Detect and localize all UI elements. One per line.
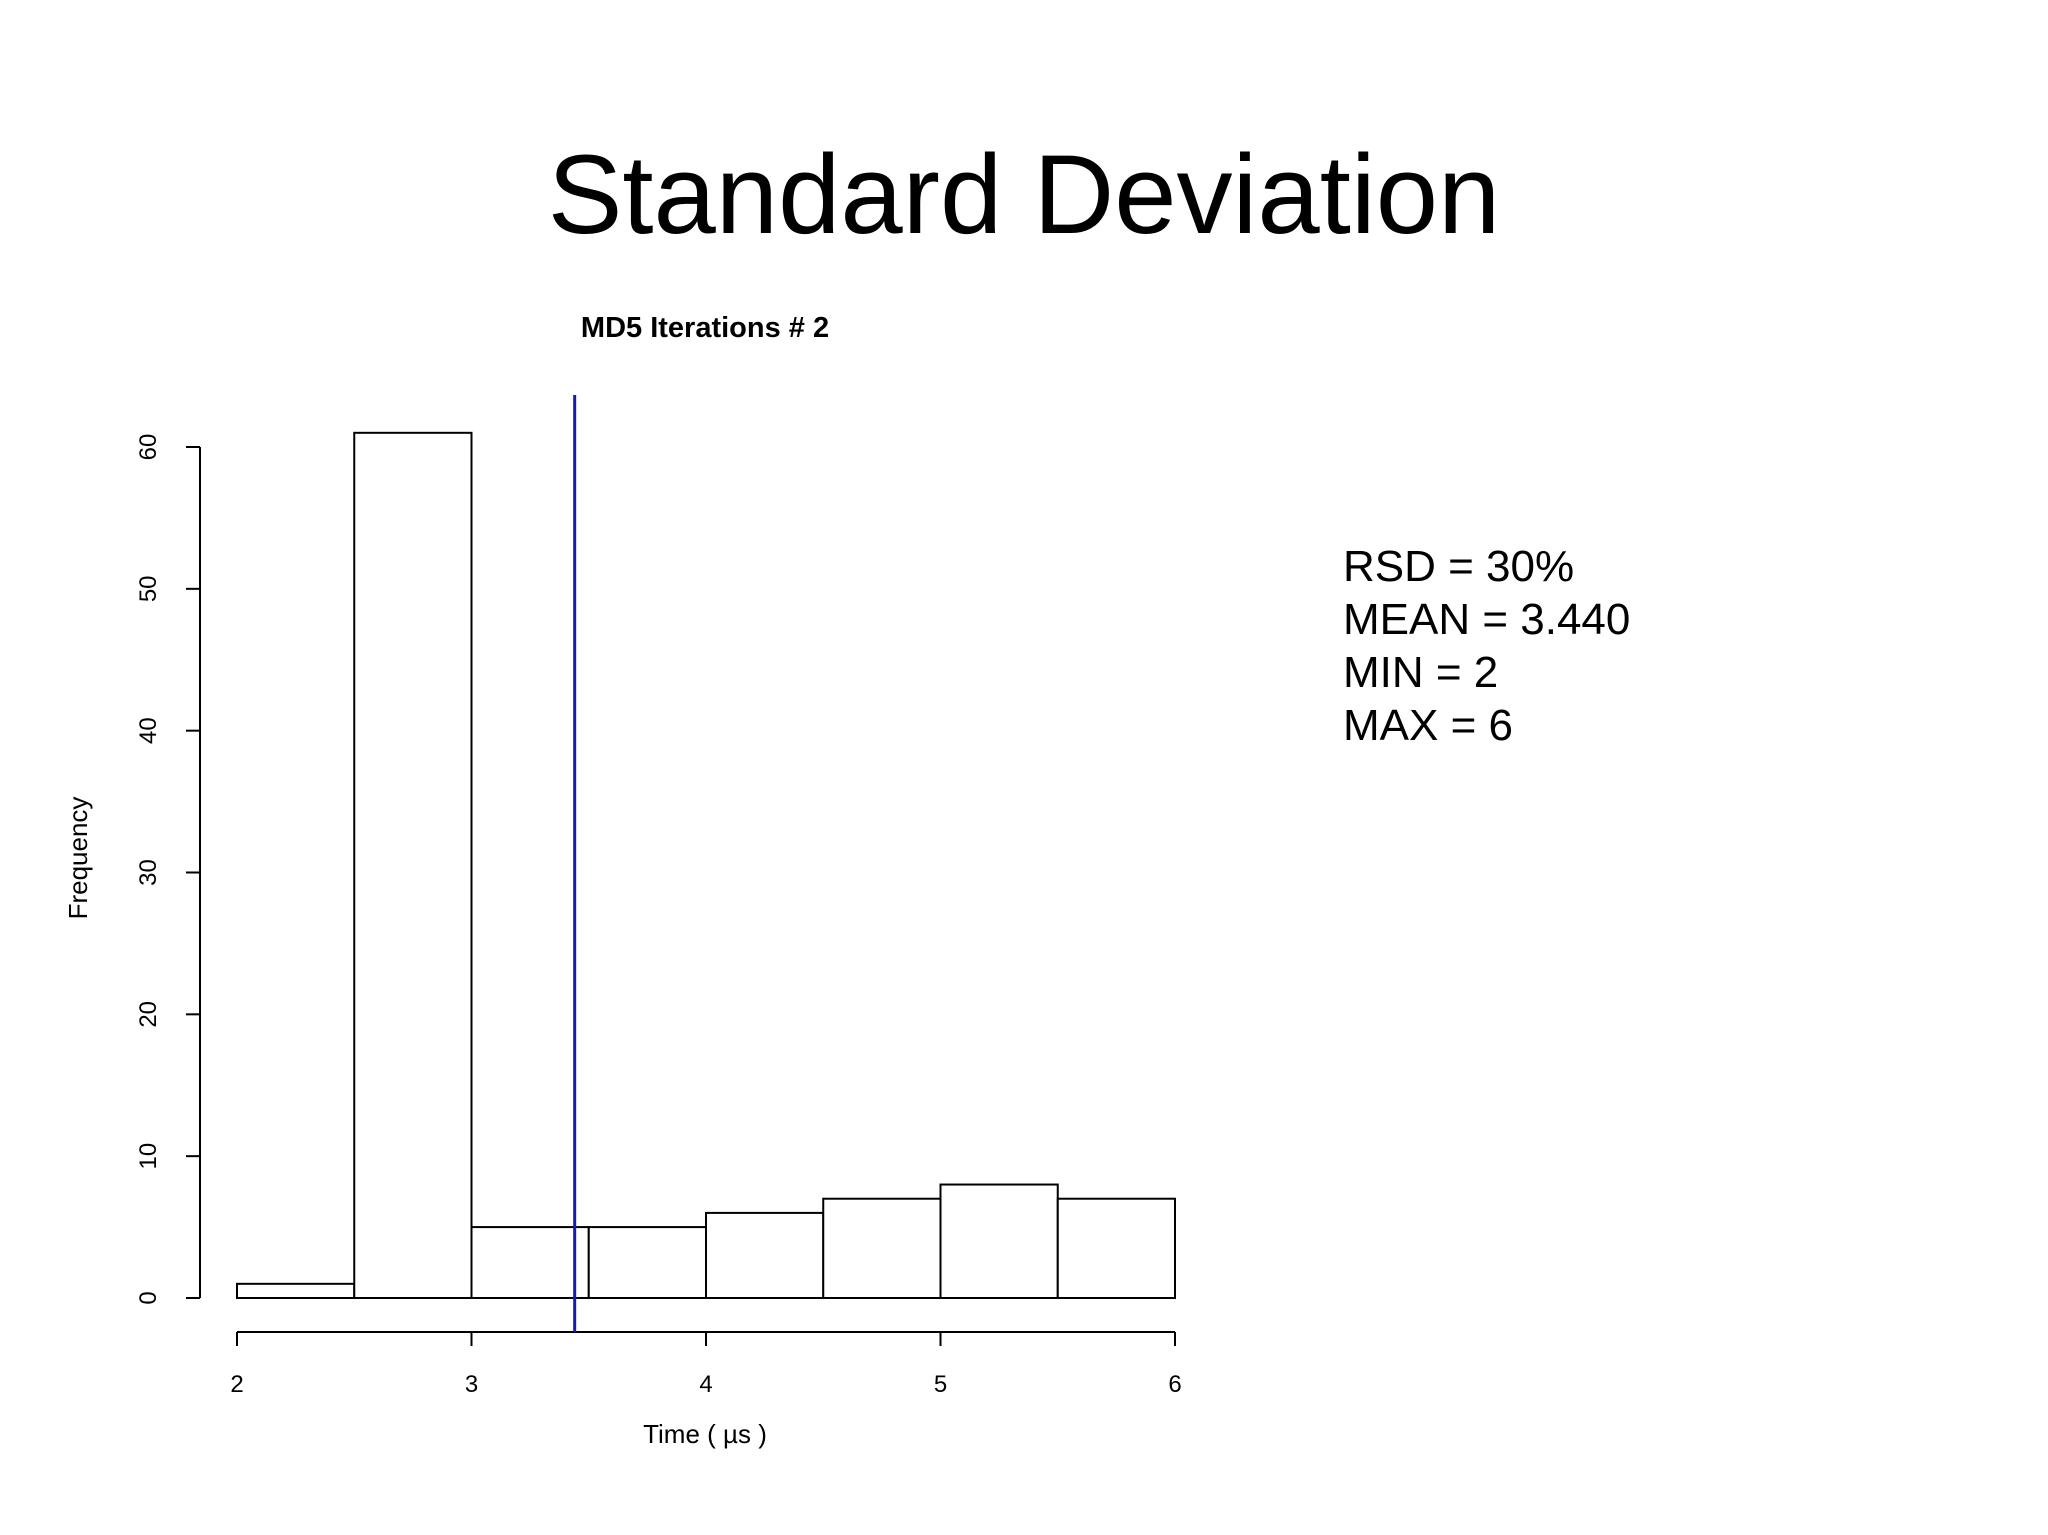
x-tick-label-1: 3 bbox=[465, 1371, 478, 1398]
slide-title: Standard Deviation bbox=[547, 132, 1501, 257]
min-stat: MIN = 2 bbox=[1343, 648, 1499, 697]
histogram-bar-7 bbox=[1056, 1197, 1176, 1300]
x-tick-label-3: 5 bbox=[934, 1371, 947, 1398]
stats-panel: RSD = 30% MEAN = 3.440 MIN = 2 MAX = 6 bbox=[1343, 540, 1630, 752]
x-tick-label-0: 2 bbox=[230, 1371, 243, 1398]
rsd-stat: RSD = 30% bbox=[1343, 542, 1575, 591]
histogram-bar-4 bbox=[705, 1211, 825, 1300]
histogram-bar-2 bbox=[470, 1226, 590, 1300]
y-tick-label-0: 0 bbox=[135, 1291, 162, 1304]
histogram-bars bbox=[236, 431, 1176, 1300]
histogram-bar-1 bbox=[353, 431, 473, 1300]
x-tick-label-2: 4 bbox=[699, 1371, 712, 1398]
x-axis-label: Time ( µs ) bbox=[643, 1419, 767, 1449]
y-axis-label: Frequency bbox=[63, 797, 93, 920]
y-tick-label-5: 50 bbox=[135, 575, 162, 602]
histogram-bar-0 bbox=[236, 1282, 356, 1299]
x-tick-label-4: 6 bbox=[1168, 1371, 1181, 1398]
mean-stat: MEAN = 3.440 bbox=[1343, 595, 1631, 644]
y-tick-label-4: 40 bbox=[135, 717, 162, 744]
y-tick-label-2: 20 bbox=[135, 1001, 162, 1028]
y-tick-label-6: 60 bbox=[135, 434, 162, 461]
y-tick-label-1: 10 bbox=[135, 1143, 162, 1170]
histogram-bar-6 bbox=[939, 1183, 1059, 1299]
chart-title: MD5 Iterations # 2 bbox=[581, 312, 829, 344]
histogram-bar-3 bbox=[587, 1226, 707, 1300]
y-tick-label-3: 30 bbox=[135, 859, 162, 886]
max-stat: MAX = 6 bbox=[1343, 701, 1513, 750]
histogram-bar-5 bbox=[822, 1197, 942, 1300]
